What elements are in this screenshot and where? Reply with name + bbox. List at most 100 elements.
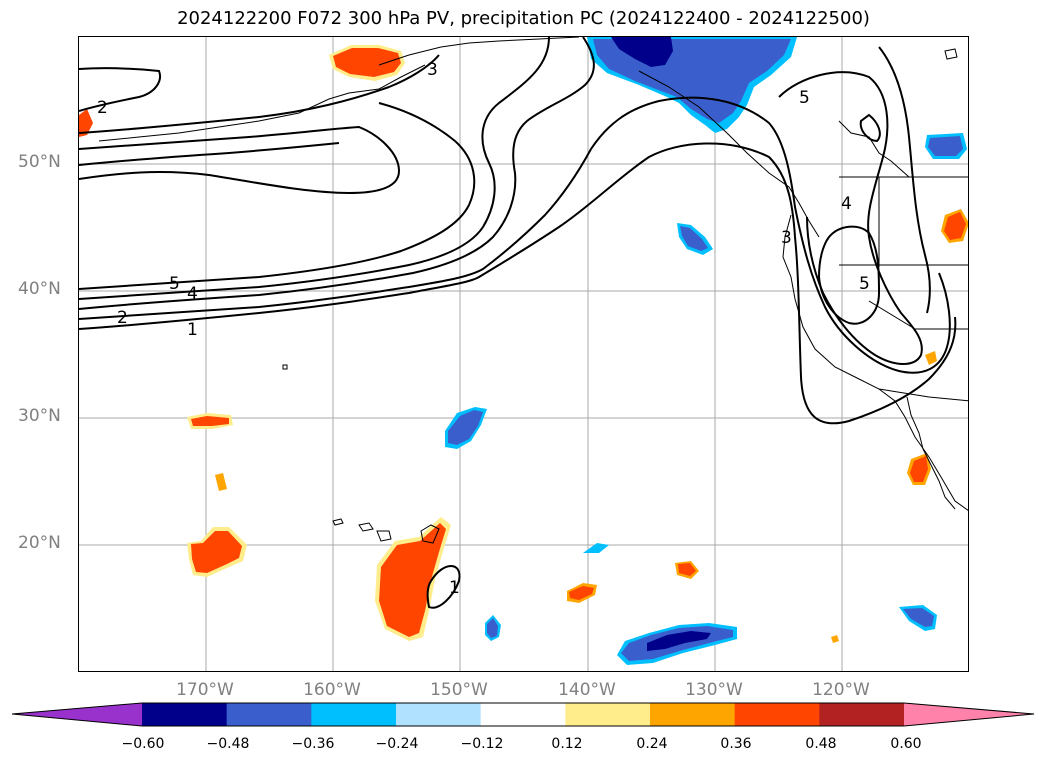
precip-neg-gulf-alaska-core — [611, 37, 673, 67]
contour-label: 1 — [187, 320, 198, 340]
colorbar-swatches — [12, 703, 1034, 726]
island-hawaii-4 — [420, 524, 440, 544]
contour-label: 1 — [449, 578, 460, 598]
precip-pos-f-inner — [191, 416, 229, 426]
lon-label-160w: 160°W — [303, 680, 361, 700]
island-hawaii-3 — [376, 530, 392, 542]
lon-label-120w: 120°W — [812, 680, 870, 700]
graticule — [79, 37, 968, 671]
island-hawaii-1 — [332, 518, 344, 526]
colorbar-outline — [12, 702, 1035, 727]
colorbar-swatch — [311, 703, 397, 726]
precip-positive-regions — [79, 45, 968, 643]
coast-alaska-south — [378, 37, 580, 66]
precip-negative-regions — [445, 37, 967, 665]
coast-baja — [906, 396, 956, 510]
pv-contour-9 — [79, 54, 440, 134]
lat-label-30n: 30°N — [18, 406, 61, 426]
precip-pos-n — [831, 635, 839, 643]
colorbar-tick: 0.48 — [805, 736, 837, 752]
precip-neg-d — [583, 543, 609, 553]
coast-canada-interior — [838, 120, 910, 178]
coastlines — [98, 37, 968, 544]
precip-pos-i-inner — [569, 586, 594, 600]
colorbar-tick: −0.24 — [375, 736, 419, 752]
pv-contours — [79, 37, 957, 609]
precip-pos-west-edge — [79, 109, 93, 137]
precip-pos-m — [925, 351, 937, 365]
lon-label-130w: 130°W — [685, 680, 743, 700]
precip-pos-k-inner — [910, 456, 928, 482]
precip-neg-c-inner — [487, 618, 498, 638]
pv-contour-east-2 — [859, 113, 881, 143]
precip-neg-canada-inner — [928, 136, 963, 156]
island-hawaii-2 — [358, 522, 374, 532]
contour-label: 3 — [781, 228, 792, 248]
border-us-mexico — [878, 388, 968, 402]
precip-pos-h-inner — [191, 531, 242, 573]
contour-label: 2 — [97, 98, 108, 118]
colorbar-tick: −0.48 — [206, 736, 250, 752]
coast-aleutians — [98, 64, 426, 142]
contour-label: 3 — [427, 60, 438, 80]
pv-contour-east-3 — [817, 225, 881, 325]
pv-contour-7 — [79, 125, 401, 195]
precip-pos-j-inner — [678, 563, 696, 576]
contour-label: 5 — [169, 274, 180, 294]
border-state-3 — [868, 300, 916, 330]
colorbar-swatch — [142, 703, 228, 726]
precip-neg-a-inner — [680, 226, 708, 251]
precip-pos-hawaii-inner — [379, 523, 446, 637]
island-small-1 — [282, 364, 288, 370]
colorbar-tick: −0.36 — [291, 736, 335, 752]
colorbar-swatch — [734, 703, 820, 726]
pv-contour-2 — [79, 96, 951, 374]
pv-contour-hawaii — [426, 565, 461, 609]
precip-neg-e-inner — [903, 608, 934, 627]
precip-neg-b-inner — [448, 410, 483, 445]
pv-contour-5 — [79, 102, 476, 290]
colorbar-swatch — [819, 703, 905, 726]
colorbar-extend-high — [904, 703, 1034, 726]
colorbar-swatch — [480, 703, 566, 726]
pv-contour-east-4 — [878, 46, 931, 314]
lat-label-20n: 20°N — [18, 533, 61, 553]
pv-contour-8 — [79, 142, 340, 166]
map-title: 2024122200 F072 300 hPa PV, precipitatio… — [177, 8, 870, 29]
colorbar-swatch — [396, 703, 482, 726]
island-canada-1 — [944, 48, 958, 60]
map-canvas: 2 3 5 4 2 1 4 5 5 3 1 — [79, 37, 968, 671]
lon-label-140w: 140°W — [558, 680, 616, 700]
lat-label-40n: 40°N — [18, 279, 61, 299]
contour-label: 2 — [117, 308, 128, 328]
colorbar-tick: 0.60 — [890, 736, 922, 752]
lon-label-170w: 170°W — [176, 680, 234, 700]
lon-label-150w: 150°W — [430, 680, 488, 700]
pv-contour-1 — [79, 142, 957, 425]
lat-label-50n: 50°N — [18, 152, 61, 172]
contour-label: 4 — [187, 284, 198, 304]
precip-neg-south-core — [647, 631, 711, 651]
coast-north-america-west — [782, 214, 968, 511]
colorbar-tick: −0.60 — [121, 736, 165, 752]
colorbar-swatch — [565, 703, 651, 726]
colorbar-swatch — [650, 703, 736, 726]
contour-labels: 2 3 5 4 2 1 4 5 5 3 1 — [97, 60, 870, 598]
colorbar-tick: 0.36 — [720, 736, 752, 752]
precip-pos-aleutians-inner — [333, 48, 401, 77]
precip-pos-g — [215, 473, 227, 491]
pv-contour-4 — [79, 37, 550, 300]
colorbar-swatch — [226, 703, 312, 726]
colorbar-tick: 0.12 — [551, 736, 583, 752]
colorbar — [12, 702, 1035, 727]
colorbar-tick: −0.12 — [460, 736, 504, 752]
contour-label: 5 — [859, 274, 870, 294]
precip-pos-l-inner — [944, 212, 966, 240]
colorbar-extend-low — [12, 703, 142, 726]
pv-contour-6 — [79, 67, 161, 112]
pv-contour-3 — [79, 37, 595, 310]
colorbar-tick: 0.24 — [636, 736, 668, 752]
contour-label: 4 — [841, 194, 852, 214]
map-panel: 2 3 5 4 2 1 4 5 5 3 1 — [78, 36, 969, 672]
contour-label: 5 — [799, 88, 810, 108]
